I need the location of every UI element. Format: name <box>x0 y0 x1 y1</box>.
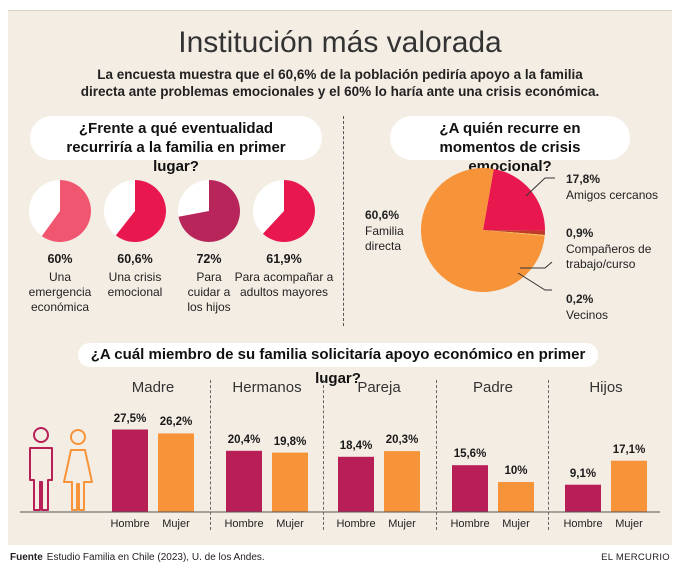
bar-mujer <box>384 451 420 512</box>
man-icon <box>29 427 53 511</box>
page-title: Institución más valorada <box>178 26 502 59</box>
source-text: Estudio Familia en Chile (2023), U. de l… <box>46 552 265 563</box>
bar-value-label: 15,6% <box>453 448 487 461</box>
bar-x-label: Mujer <box>615 518 643 530</box>
pie-slice <box>178 180 240 242</box>
bar-x-label: Hombre <box>336 518 376 530</box>
emotional-slice-label: Familia directa <box>365 224 404 253</box>
emotional-pie-slice <box>483 230 545 236</box>
bar-group-label: Pareja <box>357 379 401 396</box>
bar-mujer <box>158 433 194 512</box>
woman-icon <box>63 429 93 511</box>
bar-hombre <box>112 429 148 512</box>
pie-slice <box>115 179 167 242</box>
bar-x-label: Hombre <box>450 518 490 530</box>
question-emotional-crisis: ¿A quién recurre en momentos de crisis e… <box>390 116 630 175</box>
bar-x-label: Mujer <box>162 518 190 530</box>
source-label: Fuente <box>10 552 43 563</box>
pie-percent-label: 60% <box>47 252 73 266</box>
bar-x-label: Mujer <box>388 518 416 530</box>
bar-x-label: Hombre <box>224 518 264 530</box>
emotional-slice-value: 0,2% <box>566 292 594 306</box>
question-emotional-crisis-text: ¿A quién recurre en momentos de crisis e… <box>439 120 581 175</box>
pie-slice <box>41 180 91 242</box>
bar-group-label: Hermanos <box>232 379 302 396</box>
emotional-slice-label: Amigos cercanos <box>566 188 659 202</box>
pie-percent-label: 60,6% <box>117 252 153 266</box>
bar-group-label: Madre <box>131 379 175 396</box>
bar-group-label: Padre <box>472 379 514 396</box>
bar-x-label: Mujer <box>276 518 304 530</box>
bar-value-label: 9,1% <box>569 467 597 480</box>
emotional-slice-value: 0,9% <box>566 226 594 240</box>
bar-hombre <box>565 484 601 512</box>
leader-line <box>525 177 555 197</box>
leader-line <box>520 261 553 269</box>
pie-category-label: Una crisis emocional <box>107 270 163 299</box>
leader-line <box>517 272 552 291</box>
group-separator <box>210 380 211 530</box>
pie-category-label: Para acompañar a adultos mayores <box>234 270 334 299</box>
subtitle: La encuesta muestra que el 60,6% de la p… <box>80 67 600 99</box>
section-divider <box>343 116 344 326</box>
emotional-slice-value: 60,6% <box>365 208 400 222</box>
bar-hombre <box>452 465 488 512</box>
group-separator <box>436 380 437 530</box>
bar-mujer <box>272 452 308 512</box>
bar-value-label: 18,4% <box>339 439 373 452</box>
bar-value-label: 27,5% <box>113 412 147 425</box>
emotional-pie-slice <box>483 230 545 237</box>
group-separator <box>323 380 324 530</box>
emotional-slice-value: 17,8% <box>566 172 601 186</box>
pie-category-label: Para cuidar a los hijos <box>187 270 231 314</box>
bar-value-label: 20,4% <box>227 433 261 446</box>
group-separator <box>548 380 549 530</box>
bar-x-label: Hombre <box>110 518 150 530</box>
pie-slice <box>262 180 315 242</box>
bar-mujer <box>611 460 647 512</box>
question-economic-support: ¿A cuál miembro de su familia solicitarí… <box>78 343 598 387</box>
bar-hombre <box>338 456 374 512</box>
bar-x-label: Mujer <box>502 518 530 530</box>
bar-mujer <box>498 482 534 512</box>
bar-x-label: Hombre <box>563 518 603 530</box>
bar-value-label: 10% <box>504 465 528 477</box>
footer-source: Fuente Estudio Familia en Chile (2023), U… <box>10 552 265 563</box>
bar-hombre <box>226 450 262 512</box>
emotional-slice-label: Vecinos <box>566 308 609 322</box>
pie-percent-label: 61,9% <box>266 252 302 266</box>
bar-group-label: Hijos <box>589 379 623 396</box>
bar-value-label: 26,2% <box>159 416 193 429</box>
bar-value-label: 19,8% <box>273 435 307 448</box>
brand-logo-text: EL MERCURIO <box>601 552 670 563</box>
emotional-pie-slice <box>421 168 545 292</box>
bar-value-label: 17,1% <box>612 443 646 456</box>
emotional-pie-slice <box>483 168 546 231</box>
bar-value-label: 20,3% <box>385 434 419 447</box>
pie-category-label: Una emergencia económica <box>28 270 92 314</box>
question-eventuality: ¿Frente a qué eventualidad recurriría a … <box>30 116 322 175</box>
question-eventuality-text: ¿Frente a qué eventualidad recurriría a … <box>66 120 286 175</box>
pie-percent-label: 72% <box>196 252 222 266</box>
emotional-slice-label: Compañeros de trabajo/curso <box>566 242 652 271</box>
